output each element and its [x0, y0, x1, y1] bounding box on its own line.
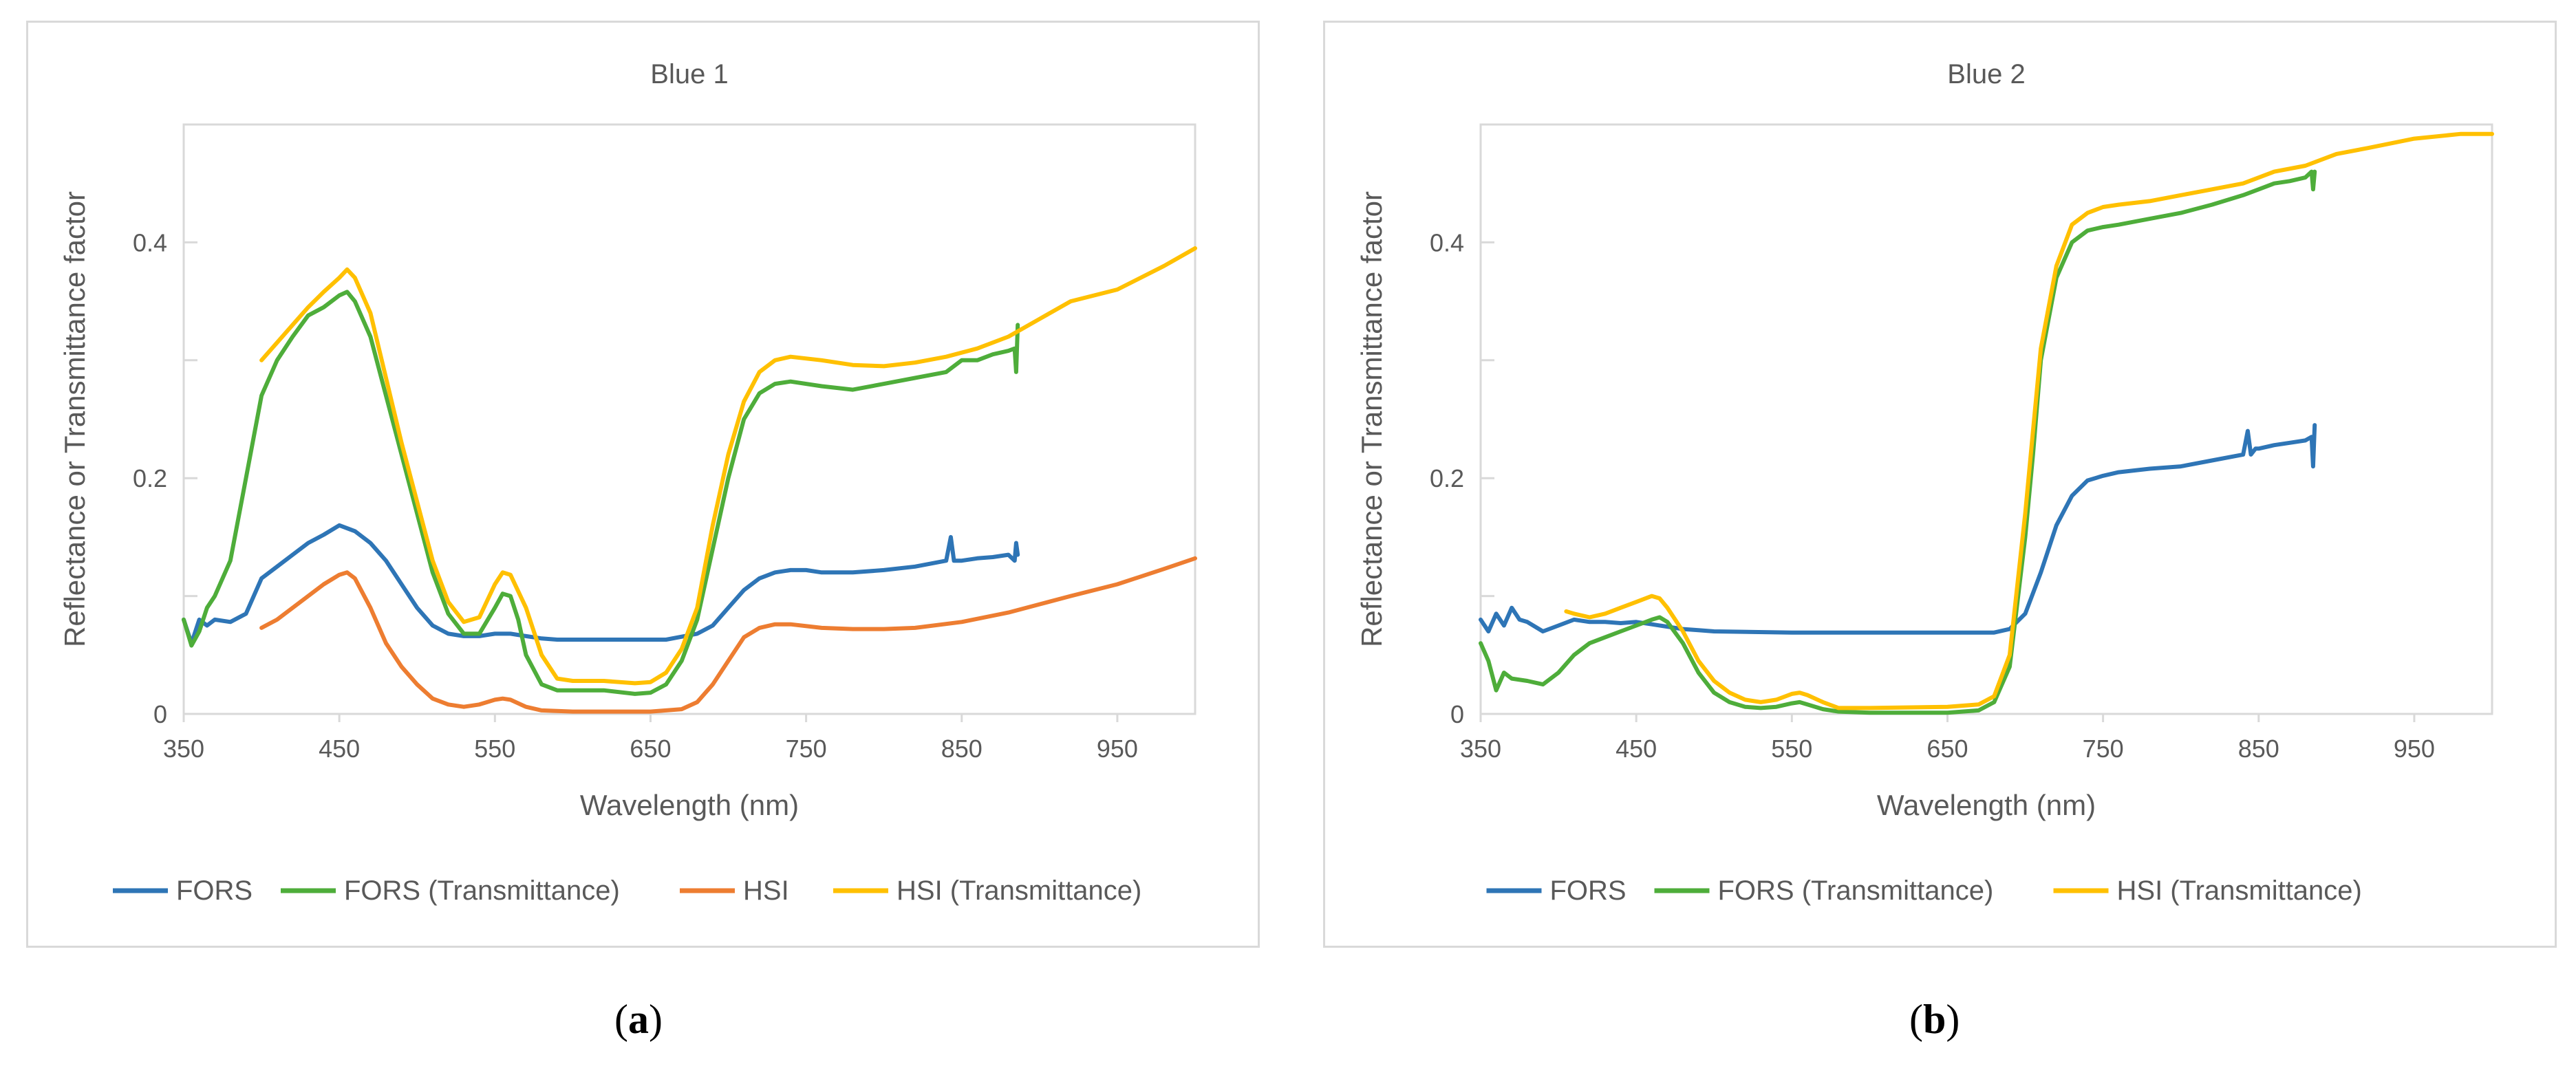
caption-a-open: (	[614, 997, 628, 1042]
caption-a-close: )	[648, 997, 663, 1042]
chart-b-x-tick-label: 450	[1616, 735, 1657, 763]
caption-a-letter: a	[627, 997, 649, 1042]
chart-b-title: Blue 2	[1947, 59, 2025, 89]
chart-a-legend-label-4: HSI (Transmittance)	[897, 876, 1141, 906]
chart-a-x-tick-label: 650	[630, 735, 671, 763]
chart-b-y-tick-label: 0.4	[1430, 228, 1464, 257]
chart-a-x-tick-label: 550	[474, 735, 515, 763]
chart-a-x-tick-label: 950	[1097, 735, 1138, 763]
caption-b: (b)	[1909, 996, 1960, 1043]
caption-b-close: )	[1946, 997, 1960, 1042]
chart-a-x-tick-label: 350	[163, 735, 204, 763]
chart-a-title: Blue 1	[650, 59, 728, 89]
chart-b-series-line-3	[1564, 131, 2494, 710]
chart-b-legend-label-1: FORS	[1550, 876, 1627, 906]
chart-b-y-tick-label: 0	[1450, 700, 1464, 728]
chart-a-series-line-3	[259, 556, 1197, 714]
chart-b-plot-area	[1479, 123, 2493, 715]
chart-b-x-tick-label: 750	[2083, 735, 2124, 763]
chart-a-y-axis-label: Reflectance or Transmittance factor	[58, 191, 91, 647]
chart-b-x-tick-label: 550	[1771, 735, 1812, 763]
chart-b-legend-label-2: FORS (Transmittance)	[1718, 876, 1994, 906]
chart-panel-a: Blue 1 0 0.2 0.4 350 450 550 650 750 850 950 Wavele…	[26, 21, 1260, 948]
chart-a-x-tick-label: 450	[319, 735, 360, 763]
chart-panel-b: Blue 2 0 0.2 0.4 350 450 550 650 750 850 950 Wavele…	[1323, 21, 2557, 948]
chart-b-x-tick-label: 650	[1926, 735, 1968, 763]
chart-b-x-tick-label: 950	[2394, 735, 2435, 763]
chart-a-y-tick-label: 0	[153, 700, 167, 728]
chart-a-series-line-2	[182, 290, 1020, 696]
chart-b-legend-label-3: HSI (Transmittance)	[2117, 876, 2362, 906]
chart-b-series-line-1	[1479, 423, 2317, 635]
chart-a-legend: FORS FORS (Transmittance) HSI HSI (Transmit…	[113, 876, 1141, 906]
chart-b-x-axis-label: Wavelength (nm)	[1877, 789, 2096, 821]
chart-a-y-tick-label: 0.2	[133, 464, 167, 492]
chart-b-x-tick-label: 350	[1460, 735, 1501, 763]
chart-a-x-tick-label: 850	[941, 735, 983, 763]
chart-b-x-tick-label: 850	[2238, 735, 2279, 763]
chart-b-legend: FORS FORS (Transmittance) HSI (Transmittan…	[1486, 876, 2362, 906]
chart-b-y-tick-label: 0.2	[1430, 464, 1464, 492]
chart-b-y-axis-label: Reflectance or Transmittance factor	[1355, 191, 1388, 647]
chart-b-svg: Blue 2 0 0.2 0.4 350 450 550 650 750 850 950 Wavele…	[1355, 59, 2494, 906]
chart-b-series-line-2	[1479, 169, 2317, 715]
caption-b-letter: b	[1922, 997, 1946, 1042]
chart-a-legend-label-3: HSI	[743, 876, 789, 906]
chart-a-svg: Blue 1 0 0.2 0.4 350 450 550 650 750 850 950 Wavele…	[58, 59, 1197, 906]
chart-a-plot-area	[182, 123, 1196, 715]
chart-a-x-tick-label: 750	[786, 735, 827, 763]
chart-a-legend-label-2: FORS (Transmittance)	[344, 876, 620, 906]
caption-a: (a)	[614, 996, 663, 1043]
chart-a-y-tick-label: 0.4	[133, 228, 167, 257]
chart-a-series-line-4	[259, 246, 1197, 686]
caption-b-open: (	[1909, 997, 1923, 1042]
chart-a-series-line-1	[182, 523, 1020, 646]
chart-a-x-axis-label: Wavelength (nm)	[580, 789, 799, 821]
chart-a-legend-label-1: FORS	[176, 876, 253, 906]
